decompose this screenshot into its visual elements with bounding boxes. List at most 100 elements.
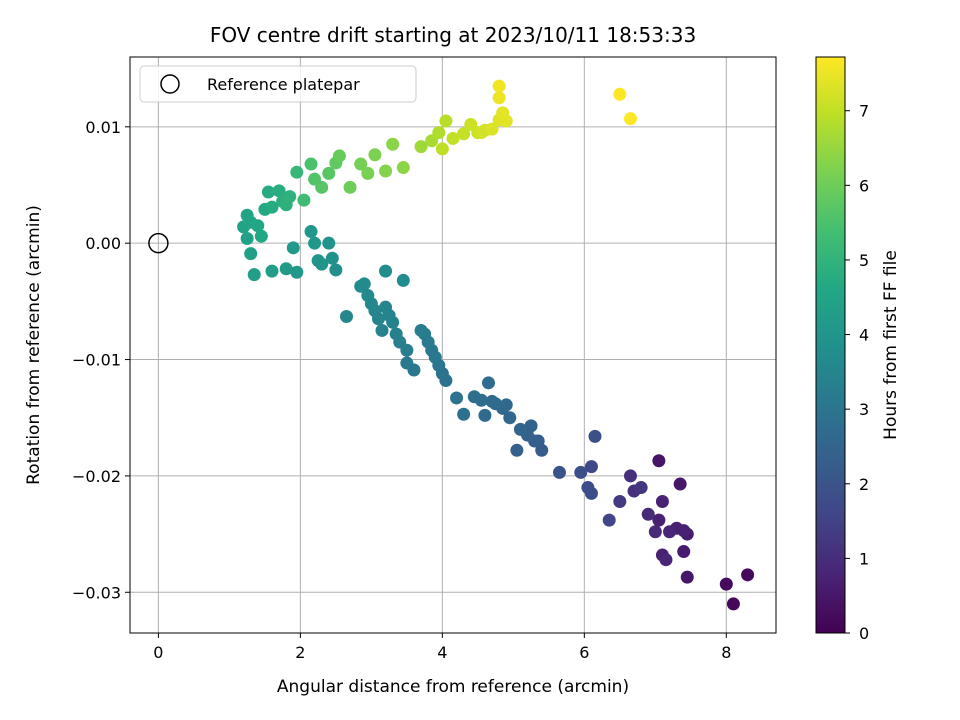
scatter-point	[584, 486, 598, 500]
chart-title: FOV centre drift starting at 2023/10/11 …	[210, 23, 696, 47]
y-tick-label: −0.01	[72, 351, 121, 370]
y-axis-title: Rotation from reference (arcmin)	[24, 205, 44, 485]
y-tick-label: 0.01	[85, 118, 121, 137]
scatter-point	[286, 241, 300, 255]
scatter-point	[361, 289, 375, 303]
scatter-point	[396, 273, 410, 287]
scatter-point	[340, 309, 354, 323]
scatter-point	[414, 323, 428, 337]
scatter-point	[552, 465, 566, 479]
legend: Reference platepar	[139, 65, 417, 103]
scatter-point	[386, 137, 400, 151]
scatter-point	[457, 407, 471, 421]
scatter-point	[290, 165, 304, 179]
scatter-point	[354, 157, 368, 171]
scatter-point	[719, 577, 733, 591]
scatter-point	[379, 164, 393, 178]
scatter-point	[574, 465, 588, 479]
x-axis-ticks: 0 2 4 6 8	[153, 633, 731, 662]
colorbar-tick-label: 3	[859, 400, 869, 419]
scatter-point	[492, 91, 506, 105]
y-tick-label: −0.02	[72, 467, 121, 486]
scatter-point	[290, 265, 304, 279]
scatter-point	[499, 398, 513, 412]
scatter-point	[673, 477, 687, 491]
scatter-point	[375, 323, 389, 337]
scatter-point	[446, 131, 460, 145]
scatter-point	[613, 87, 627, 101]
scatter-point	[634, 481, 648, 495]
colorbar-tick-label: 4	[859, 326, 869, 345]
colorbar	[815, 56, 846, 634]
colorbar-ticks: 0 1 2 3 4 5 6 7	[845, 102, 869, 643]
colorbar-tick-label: 7	[859, 102, 869, 121]
scatter-point	[329, 263, 343, 277]
scatter-point	[389, 327, 403, 341]
scatter-point	[663, 525, 677, 539]
scatter-point	[492, 79, 506, 93]
x-axis-title: Angular distance from reference (arcmin)	[277, 677, 629, 697]
scatter-point	[244, 247, 258, 261]
scatter-point	[379, 300, 393, 314]
scatter-point	[677, 545, 691, 559]
colorbar-tick-label: 2	[859, 475, 869, 494]
scatter-point	[308, 236, 322, 250]
colorbar-tick-label: 1	[859, 549, 869, 568]
legend-box	[139, 65, 417, 103]
scatter-point	[265, 200, 279, 214]
x-tick-label: 8	[721, 643, 731, 662]
scatter-point	[297, 193, 311, 207]
scatter-point	[379, 264, 393, 278]
scatter-point	[652, 454, 666, 468]
scatter-point	[659, 553, 673, 567]
scatter-point	[584, 460, 598, 474]
scatter-point	[648, 525, 662, 539]
scatter-point	[496, 106, 510, 120]
scatter-point	[741, 568, 755, 582]
scatter-point	[457, 127, 471, 141]
scatter-point	[272, 184, 286, 198]
scatter-point	[311, 254, 325, 268]
scatter-point	[261, 185, 275, 199]
scatter-point	[726, 597, 740, 611]
scatter-point	[251, 219, 265, 233]
scatter-point	[240, 232, 254, 246]
scatter-point	[513, 422, 527, 436]
scatter-point	[655, 495, 669, 509]
x-tick-label: 2	[295, 643, 305, 662]
scatter-point	[588, 429, 602, 443]
scatter-point	[602, 513, 616, 527]
scatter-point	[279, 262, 293, 276]
scatter-point	[332, 149, 346, 163]
scatter-points	[237, 79, 755, 611]
scatter-point	[450, 391, 464, 405]
plot-frame	[129, 56, 777, 634]
x-tick-label: 4	[437, 643, 447, 662]
scatter-point	[354, 279, 368, 293]
scatter-point	[322, 166, 336, 180]
scatter-point	[265, 264, 279, 278]
scatter-point	[247, 268, 261, 282]
scatter-point	[254, 229, 268, 243]
colorbar-label: Hours from first FF file	[881, 250, 901, 440]
x-tick-label: 0	[153, 643, 163, 662]
scatter-point	[485, 394, 499, 408]
scatter-point	[481, 376, 495, 390]
scatter-point	[322, 236, 336, 250]
scatter-point	[510, 443, 524, 457]
scatter-point	[439, 114, 453, 128]
scatter-point	[613, 495, 627, 509]
scatter-point	[524, 419, 538, 433]
y-axis-ticks: 0.01 0.00 −0.01 −0.02 −0.03	[72, 118, 130, 602]
scatter-point	[368, 148, 382, 162]
colorbar-tick-label: 0	[859, 624, 869, 643]
legend-marker	[160, 74, 180, 94]
scatter-point	[396, 161, 410, 175]
scatter-point	[414, 140, 428, 154]
scatter-point	[485, 122, 499, 136]
reference-marker	[148, 232, 169, 254]
scatter-point	[435, 142, 449, 156]
y-tick-label: 0.00	[85, 234, 121, 253]
